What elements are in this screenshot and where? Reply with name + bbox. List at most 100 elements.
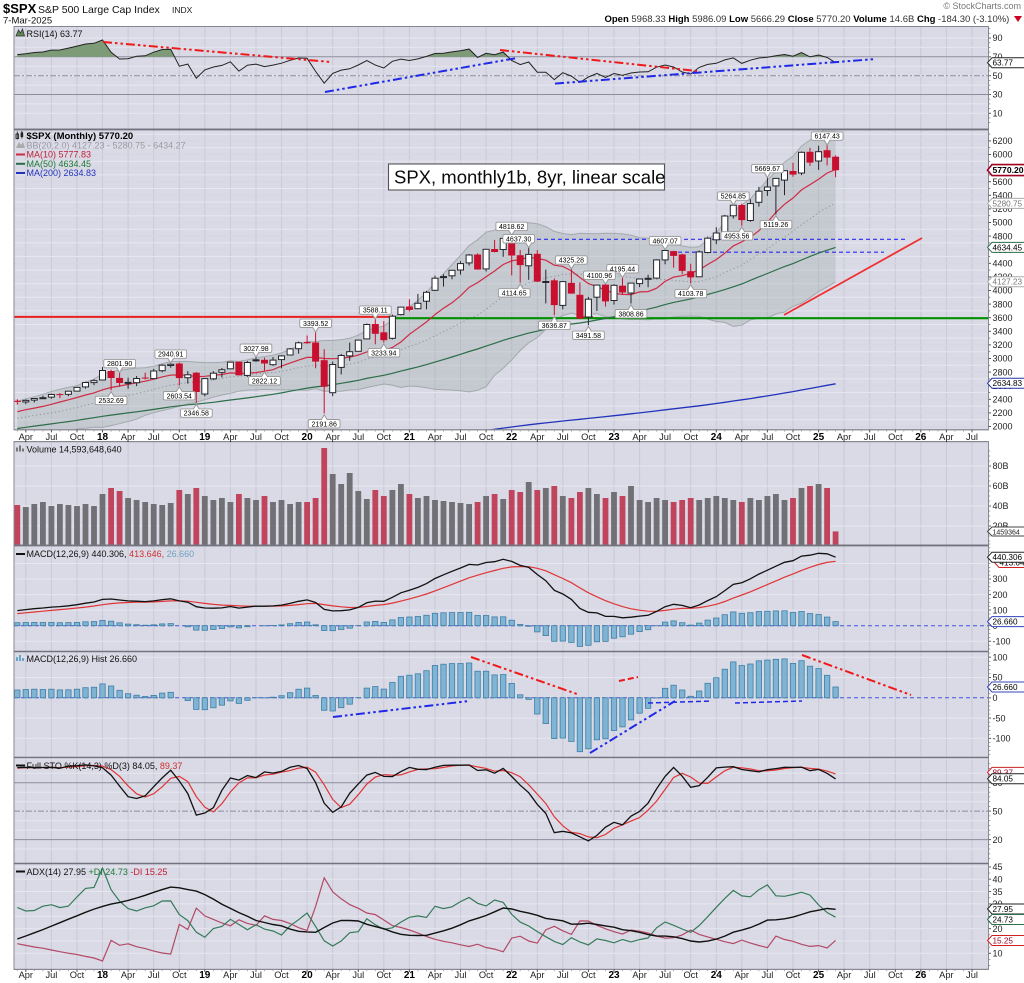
svg-text:RSI(14) 63.77: RSI(14) 63.77 [27, 29, 83, 39]
svg-text:90: 90 [993, 33, 1003, 43]
svg-text:4114.65: 4114.65 [502, 291, 527, 298]
svg-text:24: 24 [711, 432, 723, 443]
svg-text:4953.56: 4953.56 [724, 234, 749, 241]
svg-text:413.646: 413.646 [1000, 558, 1024, 567]
svg-text:6000: 6000 [993, 150, 1013, 160]
svg-text:0: 0 [993, 693, 998, 703]
svg-text:300: 300 [993, 574, 1008, 584]
svg-text:Apr: Apr [939, 432, 953, 442]
svg-text:© StockCharts.com: © StockCharts.com [943, 1, 1021, 11]
svg-text:27.95: 27.95 [993, 905, 1014, 914]
svg-text:4195.44: 4195.44 [610, 266, 635, 273]
svg-text:22: 22 [506, 432, 518, 443]
svg-text:63.77: 63.77 [993, 59, 1014, 68]
svg-text:40: 40 [993, 874, 1003, 884]
svg-text:$SPX (Monthly) 5770.20: $SPX (Monthly) 5770.20 [27, 131, 134, 142]
svg-text:10: 10 [993, 109, 1003, 119]
svg-text:7-Mar-2025: 7-Mar-2025 [3, 16, 52, 27]
svg-text:3800: 3800 [993, 299, 1013, 309]
svg-text:MACD(12,26,9) Hist 26.660: MACD(12,26,9) Hist 26.660 [27, 654, 138, 664]
svg-text:Jul: Jul [557, 970, 569, 980]
svg-text:50: 50 [993, 806, 1003, 816]
svg-text:Apr: Apr [632, 970, 646, 980]
svg-text:3588.11: 3588.11 [363, 308, 388, 315]
svg-text:20: 20 [302, 970, 314, 981]
svg-text:Oct: Oct [888, 432, 903, 442]
svg-text:Oct: Oct [786, 970, 801, 980]
svg-text:Apr: Apr [19, 432, 33, 442]
svg-text:Oct: Oct [274, 970, 289, 980]
svg-text:25: 25 [813, 970, 825, 981]
svg-text:Apr: Apr [735, 970, 749, 980]
svg-text:26.660: 26.660 [993, 618, 1018, 627]
svg-text:4637.30: 4637.30 [506, 236, 531, 243]
svg-text:100: 100 [993, 652, 1008, 662]
svg-text:20: 20 [993, 924, 1003, 934]
svg-text:ADX(14) 27.95 +DI 24.73 -DI 15: ADX(14) 27.95 +DI 24.73 -DI 15.25 [27, 867, 168, 877]
svg-text:Oct: Oct [888, 970, 903, 980]
svg-text:23: 23 [608, 970, 620, 981]
svg-text:5600: 5600 [993, 177, 1013, 187]
svg-text:Oct: Oct [479, 432, 494, 442]
svg-text:3027.98: 3027.98 [243, 346, 268, 353]
svg-text:2800: 2800 [993, 367, 1013, 377]
svg-text:4127.23: 4127.23 [993, 278, 1023, 287]
svg-text:2822.12: 2822.12 [252, 378, 277, 385]
svg-text:-50: -50 [993, 713, 1006, 723]
svg-text:21: 21 [404, 432, 416, 443]
svg-text:Apr: Apr [735, 432, 749, 442]
svg-text:2400: 2400 [993, 395, 1013, 405]
svg-text:24.73: 24.73 [993, 915, 1014, 924]
svg-text:Apr: Apr [428, 970, 442, 980]
svg-text:24: 24 [711, 970, 723, 981]
svg-text:2000: 2000 [993, 422, 1013, 432]
svg-text:50: 50 [993, 71, 1003, 81]
svg-text:6200: 6200 [993, 136, 1013, 146]
svg-text:-100: -100 [993, 637, 1011, 647]
svg-text:100: 100 [993, 605, 1008, 615]
svg-text:19: 19 [199, 970, 211, 981]
svg-text:MA(50) 4634.45: MA(50) 4634.45 [27, 159, 92, 169]
svg-text:Oct: Oct [70, 970, 85, 980]
svg-text:Oct: Oct [479, 970, 494, 980]
svg-text:Jul: Jul [966, 432, 978, 442]
svg-text:10: 10 [993, 949, 1003, 959]
svg-text:60B: 60B [993, 481, 1009, 491]
svg-text:20B: 20B [993, 521, 1009, 531]
svg-text:Apr: Apr [121, 432, 135, 442]
svg-text:Jul: Jul [455, 432, 467, 442]
svg-text:4634.45: 4634.45 [993, 243, 1023, 252]
svg-text:35: 35 [993, 887, 1003, 897]
svg-text:2603.54: 2603.54 [167, 393, 192, 400]
svg-text:4400: 4400 [993, 259, 1013, 269]
svg-text:1459364: 1459364 [993, 529, 1020, 536]
svg-text:Apr: Apr [530, 970, 544, 980]
svg-text:Jul: Jul [148, 432, 160, 442]
svg-text:Apr: Apr [428, 432, 442, 442]
svg-text:Full STO %K(14,3) %D(3) 84.05,: Full STO %K(14,3) %D(3) 84.05, 89.37 [27, 761, 183, 771]
svg-text:INDX: INDX [172, 5, 193, 15]
svg-text:Apr: Apr [632, 432, 646, 442]
svg-text:Oct: Oct [274, 432, 289, 442]
svg-text:3233.94: 3233.94 [371, 350, 396, 357]
svg-text:2346.58: 2346.58 [184, 411, 209, 418]
svg-text:2801.90: 2801.90 [107, 361, 132, 368]
svg-text:Jul: Jul [864, 970, 876, 980]
svg-text:3000: 3000 [993, 354, 1013, 364]
svg-text:Oct: Oct [377, 432, 392, 442]
svg-text:26.660: 26.660 [993, 683, 1018, 692]
svg-text:3393.52: 3393.52 [303, 321, 328, 328]
svg-text:Apr: Apr [223, 432, 237, 442]
svg-text:Jul: Jul [761, 432, 773, 442]
svg-text:4325.28: 4325.28 [559, 258, 584, 265]
svg-text:Oct: Oct [172, 432, 187, 442]
svg-text:Oct: Oct [70, 432, 85, 442]
svg-text:45: 45 [993, 862, 1003, 872]
svg-text:SPX, monthly1b, 8yr, linear sc: SPX, monthly1b, 8yr, linear scale [394, 167, 665, 188]
svg-text:3600: 3600 [993, 313, 1013, 323]
svg-text:Jul: Jul [250, 970, 262, 980]
svg-text:2191.86: 2191.86 [312, 421, 337, 428]
svg-text:4100.96: 4100.96 [587, 273, 612, 280]
svg-text:Jul: Jul [45, 432, 57, 442]
svg-text:2940.91: 2940.91 [158, 352, 183, 359]
